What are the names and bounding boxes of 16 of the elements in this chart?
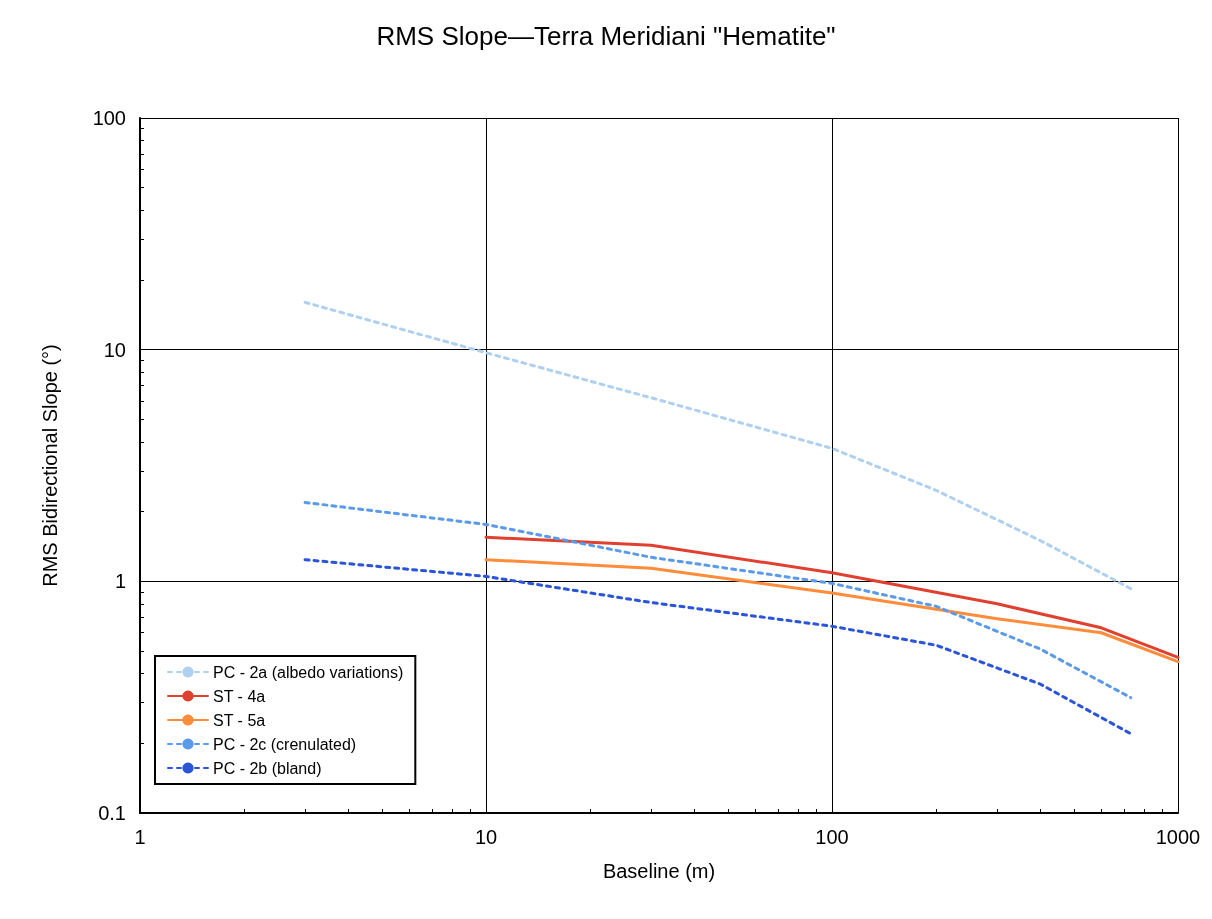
legend-label: PC - 2b (bland) bbox=[213, 759, 322, 777]
x-tick-label: 1000 bbox=[1155, 826, 1201, 848]
legend-label: ST - 4a bbox=[213, 687, 266, 705]
y-tick-label: 100 bbox=[92, 107, 126, 129]
legend-label: ST - 5a bbox=[213, 711, 266, 729]
y-tick-label: 10 bbox=[103, 338, 126, 361]
legend-label: PC - 2c (crenulated) bbox=[213, 735, 357, 753]
chart-title: RMS Slope—Terra Meridiani "Hematite" bbox=[376, 21, 836, 51]
y-axis-title: RMS Bidirectional Slope (°) bbox=[39, 344, 61, 587]
x-tick-label: 100 bbox=[815, 826, 849, 848]
x-tick-label: 1 bbox=[134, 826, 146, 848]
y-tick-label: 1 bbox=[114, 570, 126, 593]
x-tick-label: 10 bbox=[474, 826, 498, 848]
legend-label: PC - 2a (albedo variations) bbox=[213, 663, 404, 681]
x-axis-title: Baseline (m) bbox=[602, 860, 716, 882]
y-tick-label: 0.1 bbox=[98, 802, 126, 824]
